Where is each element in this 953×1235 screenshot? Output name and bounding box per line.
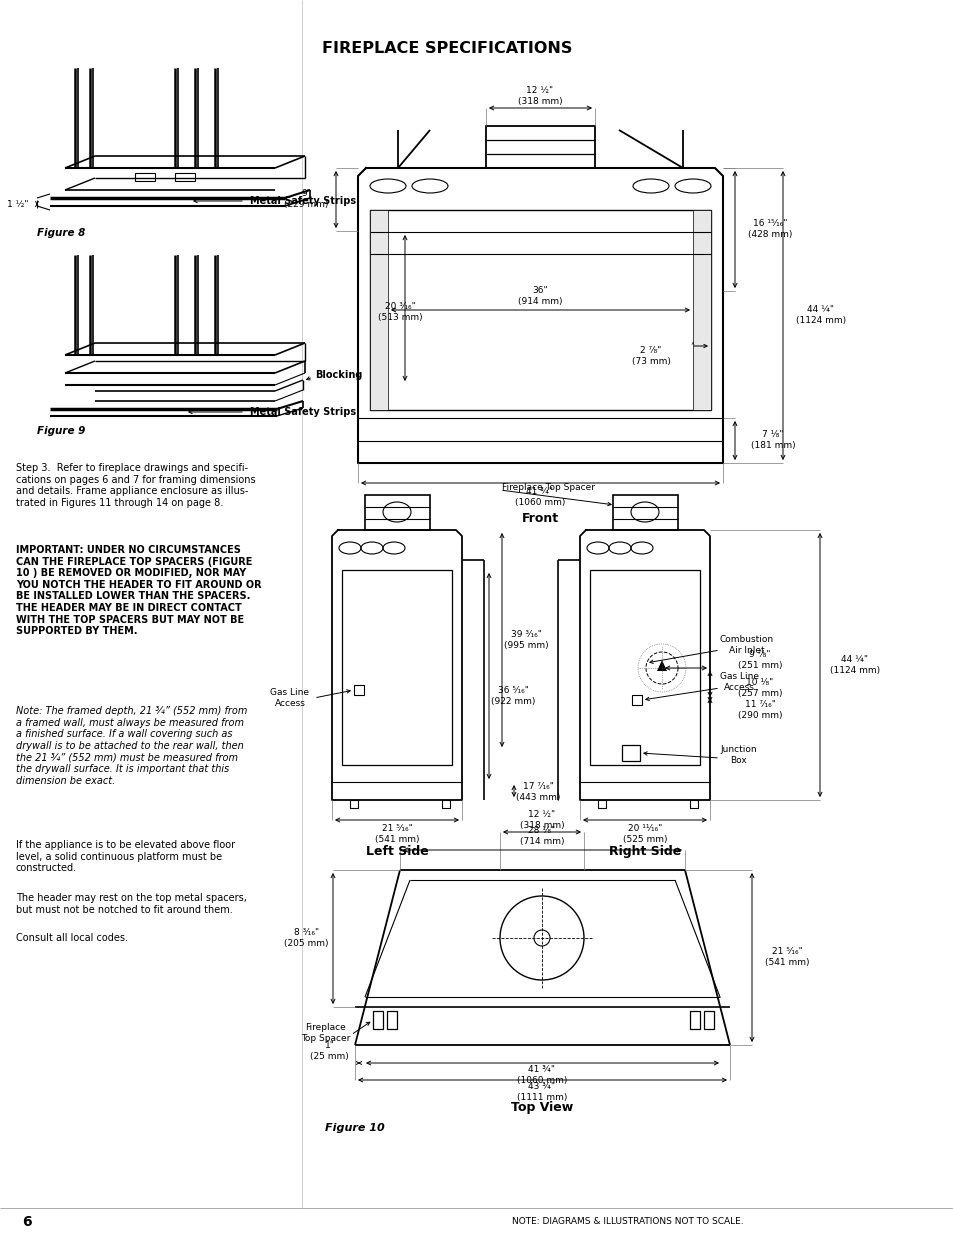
Text: IMPORTANT: UNDER NO CIRCUMSTANCES
CAN THE FIREPLACE TOP SPACERS (FIGURE
10 ) BE : IMPORTANT: UNDER NO CIRCUMSTANCES CAN TH…	[16, 545, 261, 636]
Text: If the appliance is to be elevated above floor
level, a solid continuous platfor: If the appliance is to be elevated above…	[16, 840, 234, 873]
Text: Gas Line
Access: Gas Line Access	[720, 672, 759, 692]
Text: 21 ⁵⁄₁₆"
(541 mm): 21 ⁵⁄₁₆" (541 mm)	[375, 824, 418, 844]
Bar	[703, 1011, 713, 1029]
Text: 44 ¼"
(1124 mm): 44 ¼" (1124 mm)	[829, 656, 879, 674]
Text: 16 ¹⁵⁄₁₆"
(428 mm): 16 ¹⁵⁄₁₆" (428 mm)	[747, 220, 791, 238]
Polygon shape	[657, 659, 666, 671]
Bar	[689, 1011, 700, 1029]
Text: Consult all local codes.: Consult all local codes.	[16, 932, 128, 944]
Text: Front: Front	[521, 511, 558, 525]
Bar	[631, 695, 641, 705]
Text: 21 ⁵⁄₁₆"
(541 mm): 21 ⁵⁄₁₆" (541 mm)	[764, 947, 808, 967]
Text: Metal Safety Strips: Metal Safety Strips	[250, 408, 355, 417]
Text: 17 ⁷⁄₁₆"
(443 mm): 17 ⁷⁄₁₆" (443 mm)	[516, 782, 559, 802]
Text: 8 ³⁄₁₆"
(205 mm): 8 ³⁄₁₆" (205 mm)	[284, 929, 329, 947]
Text: 9 ⁷⁄₈"
(251 mm): 9 ⁷⁄₈" (251 mm)	[737, 651, 781, 669]
Text: 41 ¾"
(1060 mm): 41 ¾" (1060 mm)	[515, 488, 564, 506]
Bar	[613, 495, 678, 530]
Text: 20 ¹¹⁄₁₆"
(525 mm): 20 ¹¹⁄₁₆" (525 mm)	[622, 824, 666, 844]
Text: Junction
Box: Junction Box	[720, 745, 756, 764]
Bar	[689, 800, 698, 808]
Text: Right Side: Right Side	[608, 846, 680, 858]
Bar	[485, 126, 595, 168]
Bar	[598, 800, 605, 808]
Text: Fireplace Top Spacer: Fireplace Top Spacer	[501, 483, 595, 492]
Text: 1"
(25 mm): 1" (25 mm)	[310, 1041, 349, 1061]
Bar	[370, 210, 388, 410]
Text: 6: 6	[22, 1215, 31, 1229]
Text: 1 ½": 1 ½"	[8, 200, 29, 209]
Text: Left Side: Left Side	[365, 846, 428, 858]
Text: 43 ¾"
(1111 mm): 43 ¾" (1111 mm)	[517, 1082, 567, 1102]
Bar	[441, 800, 450, 808]
Bar	[174, 173, 194, 182]
Text: FIREPLACE SPECIFICATIONS: FIREPLACE SPECIFICATIONS	[322, 41, 572, 56]
Text: 20 ³⁄₁₆"
(513 mm): 20 ³⁄₁₆" (513 mm)	[377, 303, 422, 321]
Bar	[589, 571, 700, 764]
Text: Figure 8: Figure 8	[37, 228, 85, 238]
Bar	[135, 173, 154, 182]
Text: Blocking: Blocking	[314, 370, 362, 380]
Text: 36"
(914 mm): 36" (914 mm)	[517, 287, 561, 306]
Text: 12 ½"
(318 mm): 12 ½" (318 mm)	[519, 810, 564, 830]
Bar	[370, 210, 710, 410]
Text: 9"
(229 mm): 9" (229 mm)	[283, 189, 328, 209]
Text: Figure 10: Figure 10	[325, 1123, 384, 1132]
Bar	[387, 1011, 396, 1029]
Text: 11 ⁷⁄₁₆"
(290 mm): 11 ⁷⁄₁₆" (290 mm)	[737, 700, 781, 720]
Text: 28 ¹⁄₈"
(714 mm): 28 ¹⁄₈" (714 mm)	[519, 826, 563, 846]
Text: Metal Safety Strips: Metal Safety Strips	[250, 196, 355, 206]
Text: NOTE: DIAGRAMS & ILLUSTRATIONS NOT TO SCALE.: NOTE: DIAGRAMS & ILLUSTRATIONS NOT TO SC…	[512, 1218, 743, 1226]
Bar	[341, 571, 452, 764]
Text: Step 3.  Refer to fireplace drawings and specifi-
cations on pages 6 and 7 for f: Step 3. Refer to fireplace drawings and …	[16, 463, 255, 508]
Text: 10 ¹⁄₈"
(257 mm): 10 ¹⁄₈" (257 mm)	[737, 678, 781, 698]
Bar	[365, 495, 430, 530]
Text: 12 ½"
(318 mm): 12 ½" (318 mm)	[517, 86, 561, 106]
Text: Gas Line
Access: Gas Line Access	[271, 688, 309, 708]
Text: 7 ¹⁄₈"
(181 mm): 7 ¹⁄₈" (181 mm)	[750, 430, 795, 450]
Text: Top View: Top View	[511, 1102, 573, 1114]
Text: 36 ⁵⁄₁₆"
(922 mm): 36 ⁵⁄₁₆" (922 mm)	[491, 687, 535, 705]
Bar	[373, 1011, 382, 1029]
Text: 39 ³⁄₁₆"
(995 mm): 39 ³⁄₁₆" (995 mm)	[503, 630, 548, 650]
Text: Figure 9: Figure 9	[37, 426, 85, 436]
Text: The header may rest on the top metal spacers,
but must not be notched to fit aro: The header may rest on the top metal spa…	[16, 893, 247, 915]
Text: 2 ⁷⁄₈"
(73 mm): 2 ⁷⁄₈" (73 mm)	[631, 346, 670, 366]
Text: Note: The framed depth, 21 ¾” (552 mm) from
a framed wall, must always be measur: Note: The framed depth, 21 ¾” (552 mm) f…	[16, 706, 247, 785]
Text: 44 ¼"
(1124 mm): 44 ¼" (1124 mm)	[795, 305, 845, 325]
Bar	[692, 210, 710, 410]
Bar	[350, 800, 357, 808]
Text: 41 ¾"
(1060 mm): 41 ¾" (1060 mm)	[517, 1066, 567, 1084]
Bar	[621, 745, 639, 761]
Text: Fireplace
Top Spacer: Fireplace Top Spacer	[300, 1024, 350, 1042]
Bar	[354, 685, 364, 695]
Text: Combustion
Air Inlet: Combustion Air Inlet	[720, 635, 773, 655]
